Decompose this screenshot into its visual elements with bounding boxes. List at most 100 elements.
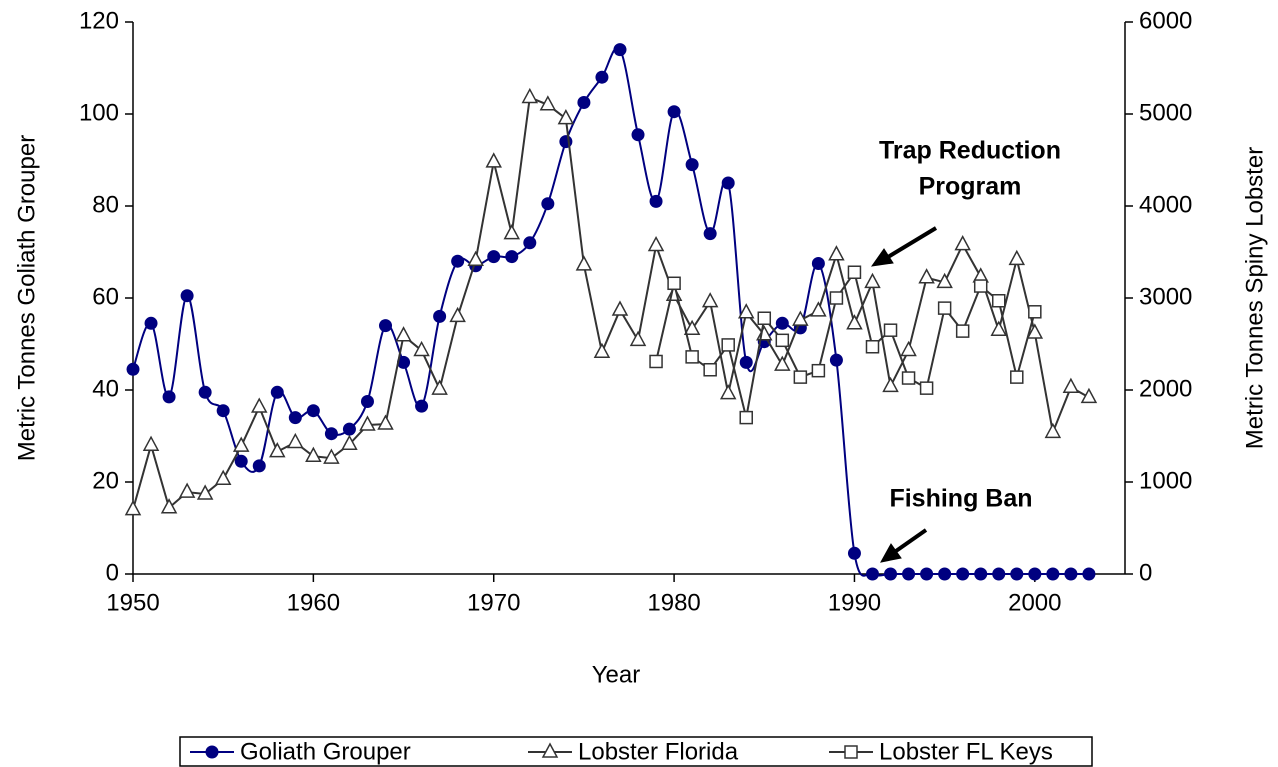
marker [649, 194, 663, 208]
y-tick-label: 60 [92, 283, 119, 310]
marker [613, 43, 627, 57]
marker [901, 371, 916, 385]
marker [1046, 567, 1060, 581]
marker [1010, 567, 1024, 581]
y-tick-label: 100 [79, 99, 119, 126]
marker [990, 320, 1008, 336]
marker [973, 279, 988, 293]
y-tick-label: 0 [106, 559, 119, 586]
marker [685, 350, 699, 364]
marker [505, 250, 519, 264]
marker [559, 135, 573, 149]
marker [451, 254, 465, 268]
marker [667, 105, 681, 119]
marker [775, 333, 790, 348]
marker [593, 342, 611, 359]
marker [721, 338, 735, 352]
marker [974, 567, 988, 581]
marker [882, 376, 899, 393]
marker [196, 484, 214, 500]
marker [683, 319, 701, 336]
marker [865, 340, 880, 354]
marker [449, 306, 466, 323]
x-axis-label: Year [592, 661, 641, 688]
marker [829, 291, 844, 305]
x-tick-label: 1990 [828, 589, 881, 616]
marker [774, 355, 791, 371]
y2-tick-label: 0 [1139, 559, 1152, 586]
marker [864, 272, 881, 289]
marker [703, 363, 717, 377]
marker [413, 340, 430, 357]
marker [1044, 422, 1062, 439]
marker [701, 292, 719, 308]
marker [954, 235, 971, 251]
legend-label: Lobster FL Keys [879, 738, 1053, 765]
marker [467, 250, 484, 267]
marker [577, 96, 591, 109]
marker [1010, 370, 1024, 384]
marker [306, 404, 320, 418]
marker [359, 415, 376, 431]
annotation: Fishing Ban [889, 485, 1032, 513]
marker [739, 410, 753, 425]
marker [810, 301, 827, 317]
marker [667, 276, 681, 291]
marker [992, 567, 1006, 581]
marker [811, 257, 825, 270]
y-tick-label: 20 [92, 467, 119, 494]
marker [847, 265, 862, 279]
marker [557, 109, 575, 125]
marker [142, 435, 160, 451]
y2-tick-label: 6000 [1139, 7, 1192, 34]
marker [900, 340, 917, 357]
marker [415, 399, 429, 413]
marker [811, 363, 826, 378]
marker [178, 482, 196, 498]
marker [360, 395, 374, 408]
marker [631, 128, 645, 142]
marker [487, 250, 501, 264]
marker [757, 311, 772, 325]
marker [1082, 567, 1096, 581]
marker [162, 390, 176, 404]
marker [703, 227, 717, 241]
y2-tick-label: 4000 [1139, 191, 1192, 218]
marker [919, 381, 934, 395]
y2-tick-label: 1000 [1139, 467, 1192, 494]
annotation: Trap Reduction [879, 137, 1061, 165]
marker [611, 300, 629, 316]
marker [377, 414, 394, 430]
y-tick-label: 40 [92, 375, 119, 402]
legend-label: Lobster Florida [578, 738, 739, 765]
x-tick-label: 1980 [647, 589, 700, 616]
marker [884, 567, 898, 581]
marker [629, 330, 647, 347]
marker [847, 546, 861, 560]
marker [124, 500, 142, 516]
y-tick-label: 120 [79, 7, 119, 34]
marker [685, 158, 699, 172]
marker [541, 197, 555, 211]
marker [198, 385, 212, 399]
y2-axis-label: Metric Tonnes Spiny Lobster [1241, 147, 1268, 449]
marker [792, 310, 809, 326]
marker [485, 152, 502, 168]
marker [828, 245, 845, 261]
marker [938, 567, 952, 581]
marker [1028, 305, 1042, 319]
marker [902, 567, 916, 581]
marker [793, 370, 808, 384]
marker [234, 454, 248, 468]
marker [288, 411, 302, 425]
marker [341, 434, 358, 451]
marker [270, 385, 284, 399]
marker [379, 319, 393, 333]
marker [1080, 387, 1098, 404]
marker [918, 268, 935, 284]
legend-marker [541, 742, 559, 758]
annotation: Program [919, 173, 1022, 201]
marker [1028, 567, 1042, 581]
legend-marker [205, 745, 219, 759]
